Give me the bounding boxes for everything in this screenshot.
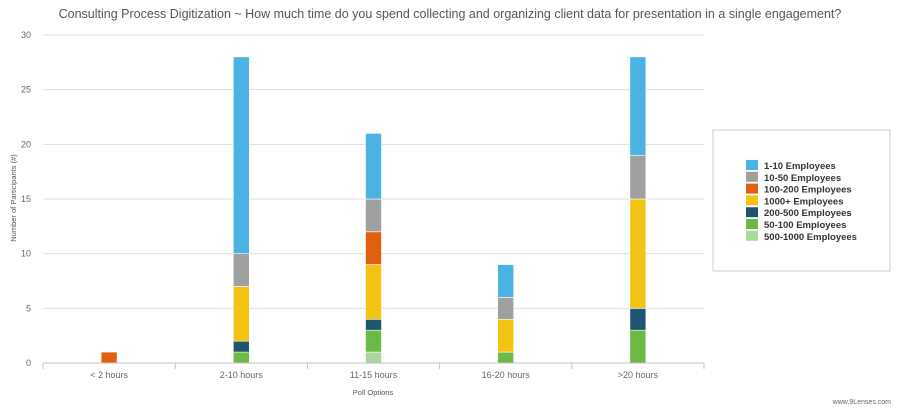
y-tick-label: 30 (21, 30, 31, 40)
bar-segment (233, 253, 250, 287)
bar-segment (365, 264, 382, 320)
x-tick-label: 16-20 hours (482, 370, 531, 380)
bar-segment (365, 198, 382, 233)
legend-label: 1000+ Employees (764, 196, 843, 207)
y-tick-label: 5 (26, 303, 31, 313)
legend-swatch (746, 230, 758, 241)
bar-segment (233, 286, 250, 342)
y-tick-label: 10 (21, 249, 31, 259)
legend-swatch (746, 183, 758, 194)
bar-segment (365, 329, 382, 353)
bar-segment (629, 154, 647, 200)
bar-segment (629, 198, 647, 309)
bar-segment (233, 340, 250, 353)
legend-swatch (746, 207, 758, 218)
legend-label: 50-100 Employees (764, 220, 846, 231)
bar-segment (629, 56, 647, 156)
y-tick-label: 25 (21, 85, 31, 95)
chart-title: Consulting Process Digitization ~ How mu… (59, 7, 842, 21)
legend-swatch (746, 171, 758, 182)
bar-segment (365, 231, 382, 265)
legend-swatch (746, 195, 758, 206)
bar-segment (629, 329, 647, 364)
bar-segment (365, 133, 382, 200)
y-tick-label: 0 (26, 358, 31, 368)
bar-segment (233, 351, 250, 364)
legend-box (712, 129, 891, 272)
bar-segment (100, 351, 118, 364)
bar-segment (497, 351, 515, 364)
bar-segment (233, 56, 250, 254)
bar-segment (497, 297, 515, 320)
y-tick-label: 20 (21, 139, 31, 149)
x-tick-label: >20 hours (618, 370, 659, 380)
legend-label: 10-50 Employees (764, 173, 841, 184)
watermark: www.9Lenses.com (832, 399, 892, 406)
bar-segment (629, 308, 647, 331)
y-axis-label: Number of Participants (#) (9, 154, 18, 242)
bar-segment (497, 318, 515, 353)
bar-segment (365, 351, 382, 364)
legend-label: 100-200 Employees (764, 185, 852, 196)
bar-segment (365, 318, 382, 331)
x-tick-label: 2-10 hours (220, 370, 264, 380)
x-tick-label: 11-15 hours (350, 370, 398, 380)
legend-swatch (746, 160, 758, 170)
axes: 0 5 10 15 20 25 30 < 2 hours 2-10 hours 11-15 hou… (21, 30, 705, 380)
x-tick-label: < 2 hours (90, 370, 128, 380)
y-tick-label: 15 (21, 194, 31, 204)
legend-label: 1-10 Employees (764, 161, 836, 172)
legend-label: 200-500 Employees (764, 208, 852, 219)
bar-segment (497, 264, 515, 298)
bars (100, 56, 647, 364)
x-axis-label: Poll Options (353, 388, 394, 397)
legend-swatch (746, 219, 758, 229)
legend-label: 500-1000 Employees (764, 232, 857, 243)
